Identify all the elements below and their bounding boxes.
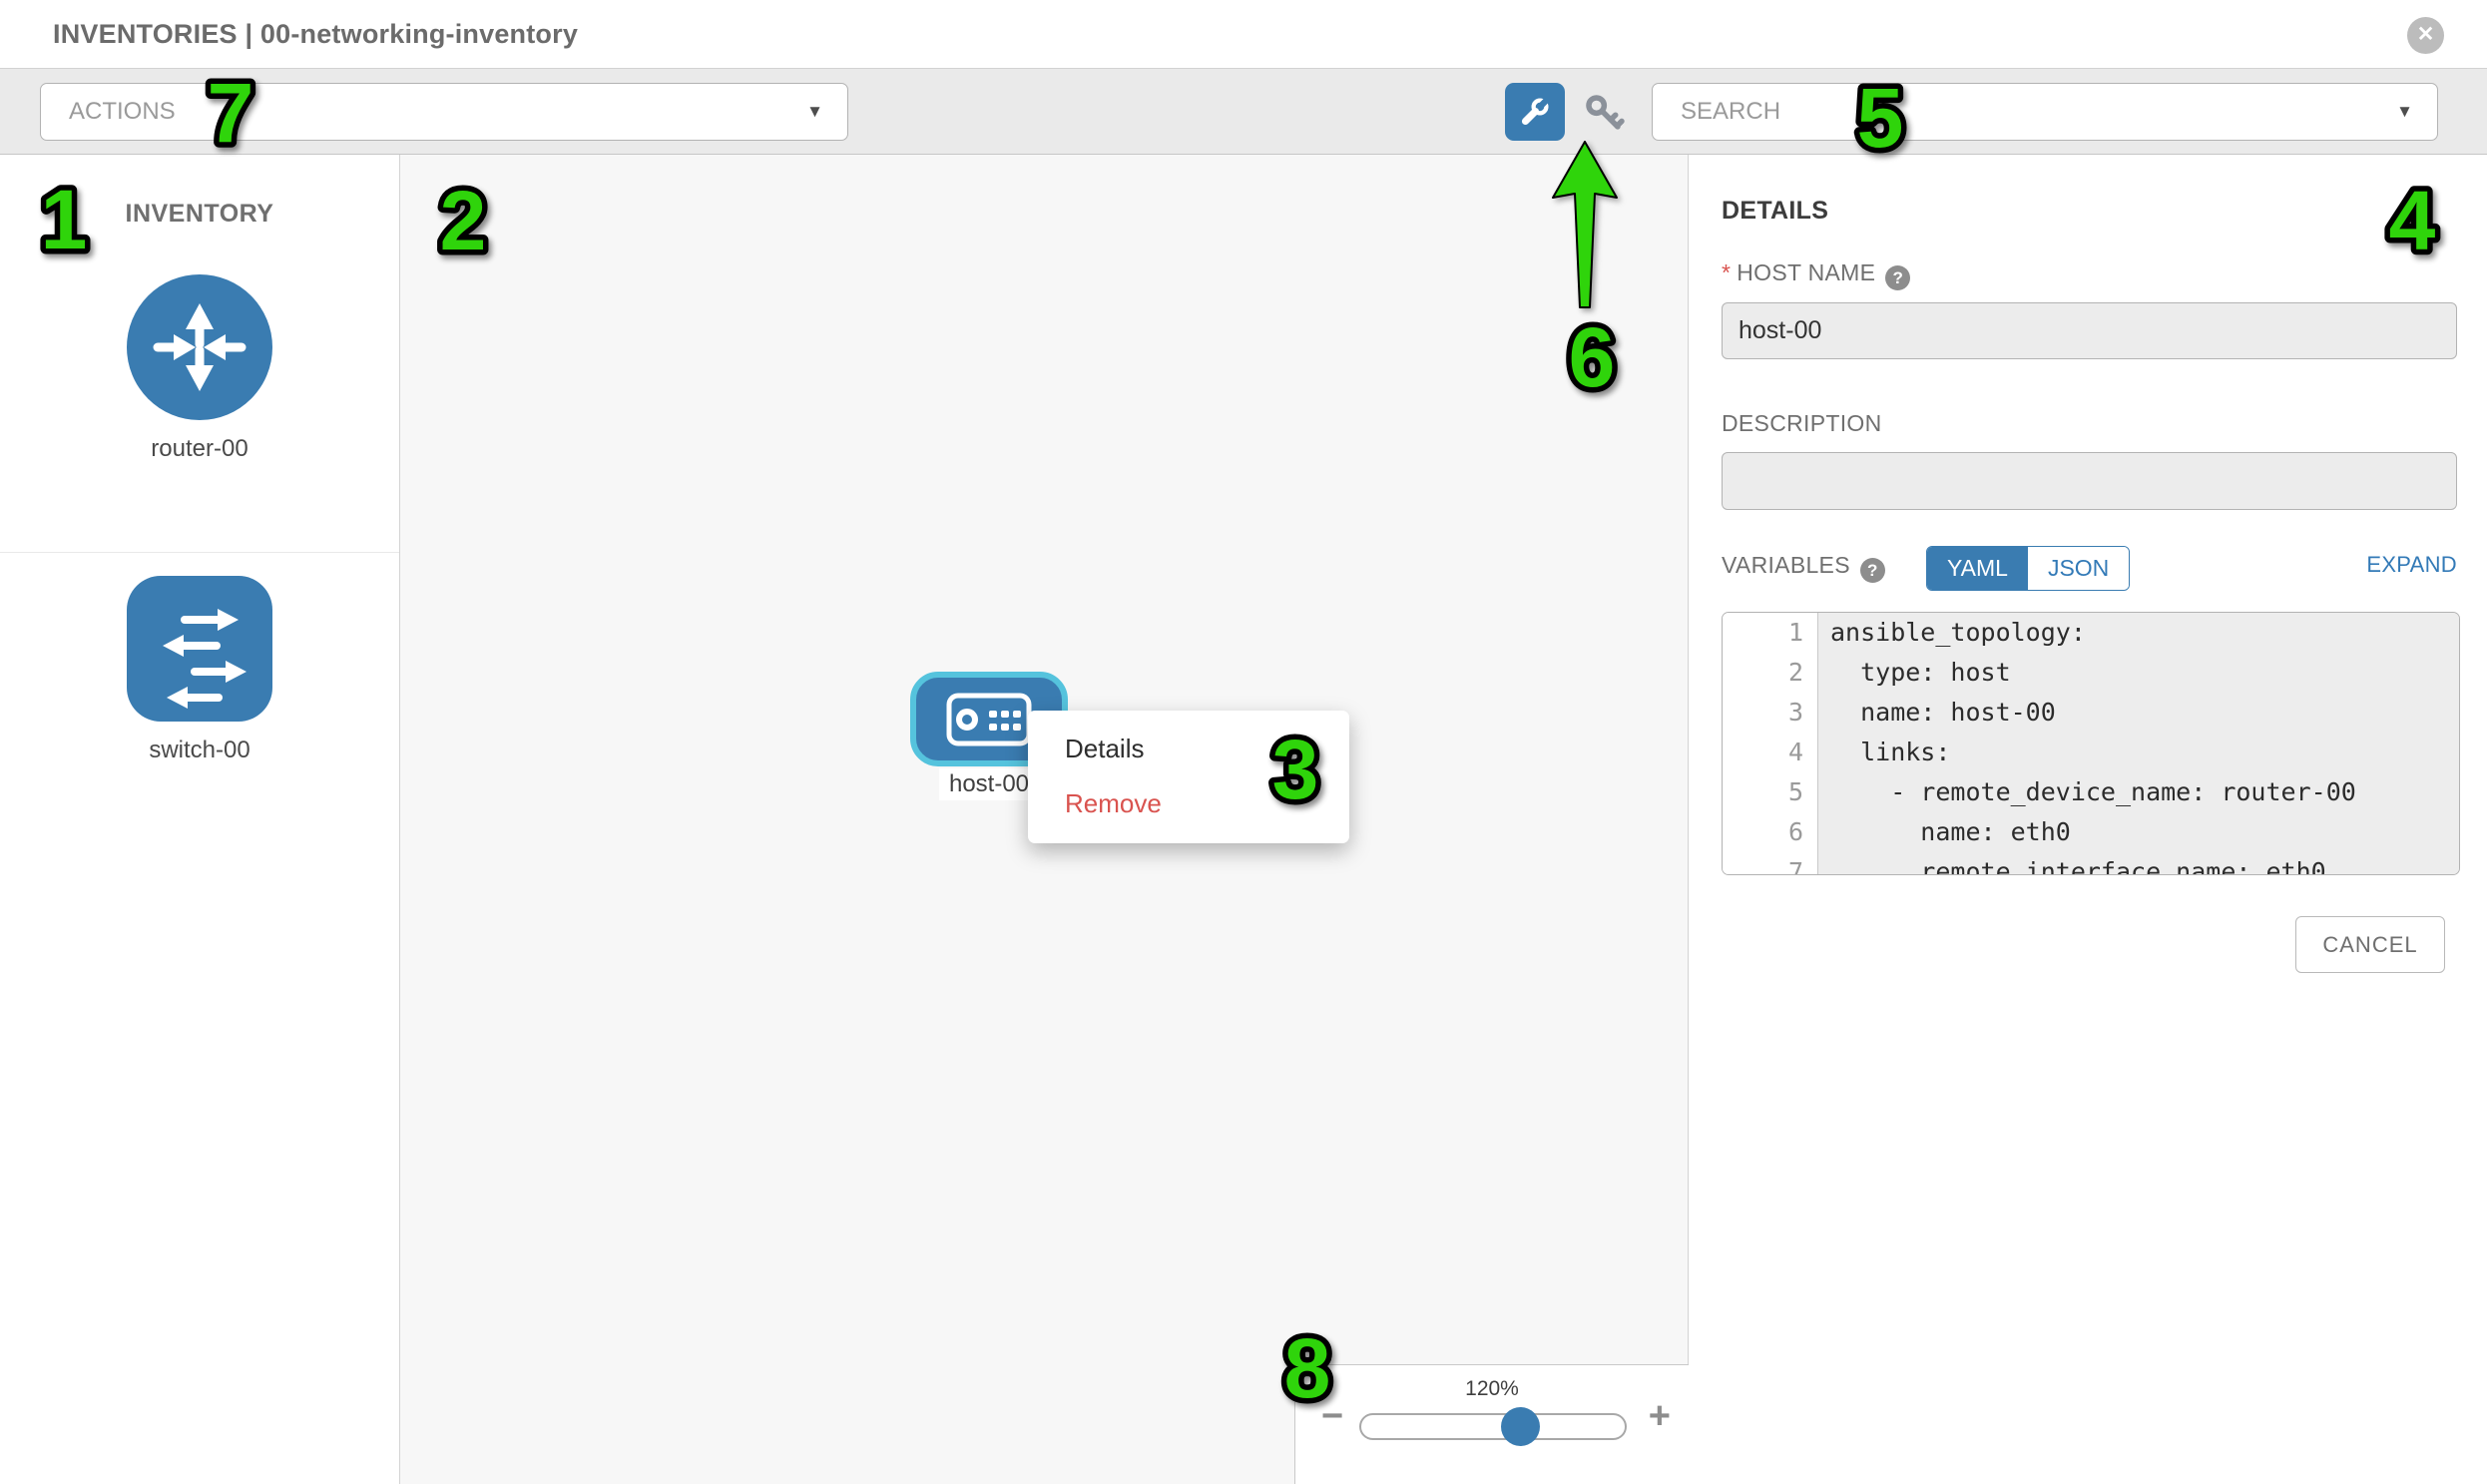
close-icon: ✕ [2416, 23, 2435, 46]
sidebar-divider [0, 552, 399, 553]
zoom-out-button[interactable]: − [1321, 1395, 1344, 1437]
palette-item-router[interactable]: router-00 [125, 272, 274, 463]
yaml-toggle-button[interactable]: YAML [1927, 547, 2028, 590]
code-line-number: 3 [1723, 693, 1818, 733]
context-menu-item[interactable]: Details [1065, 734, 1145, 763]
code-line-number: 7 [1723, 852, 1818, 874]
code-line-number: 4 [1723, 733, 1818, 772]
zoom-control-panel: 120% − + [1294, 1364, 1689, 1484]
code-line-text: type: host [1818, 653, 2459, 693]
code-line: 2 type: host [1723, 653, 2459, 693]
description-input[interactable] [1722, 452, 2457, 510]
close-button[interactable]: ✕ [2407, 17, 2444, 54]
topology-canvas[interactable]: host-00 Details Remove 120% − + [400, 155, 1689, 1484]
toolbar: ACTIONS ▼ SEARCH [0, 68, 2487, 155]
sidebar-title: INVENTORY [125, 200, 274, 228]
palette-item-label: switch-00 [149, 737, 250, 763]
code-line-number: 5 [1723, 772, 1818, 812]
chevron-down-icon: ▼ [806, 102, 823, 121]
code-line-number: 1 [1723, 613, 1818, 653]
code-line-number: 2 [1723, 653, 1818, 693]
required-asterisk: * [1722, 259, 1732, 285]
code-line: 5 - remote_device_name: router-00 [1723, 772, 2459, 812]
code-line-text: name: eth0 [1818, 812, 2459, 852]
code-line-text: - remote_device_name: router-00 [1818, 772, 2459, 812]
code-line: 3 name: host-00 [1723, 693, 2459, 733]
details-panel: DETAILS *HOST NAME? DESCRIPTION VARIABLE… [1690, 155, 2487, 1484]
host-node-label: host-00 [938, 768, 1040, 800]
host-icon [946, 693, 1032, 745]
node-context-menu: Details Remove [1028, 711, 1349, 843]
variables-label: VARIABLES? [1722, 552, 1885, 583]
context-menu-item[interactable]: Remove [1065, 788, 1162, 818]
code-line: 7 remote_interface_name: eth0 [1723, 852, 2459, 874]
search-placeholder: SEARCH [1681, 98, 1781, 125]
zoom-in-button[interactable]: + [1648, 1395, 1671, 1437]
inventory-sidebar: INVENTORY router-00 [0, 155, 400, 1484]
code-line-text: remote_interface_name: eth0 [1818, 852, 2459, 874]
wrench-icon [1521, 97, 1550, 126]
palette-item-switch[interactable]: switch-00 [125, 574, 274, 764]
variables-format-toggle: YAML JSON [1926, 546, 2131, 591]
code-line: 4 links: [1723, 733, 2459, 772]
zoom-slider[interactable] [1359, 1407, 1627, 1446]
expand-link[interactable]: EXPAND [2366, 552, 2457, 577]
code-line-text: ansible_topology: [1818, 613, 2459, 653]
credentials-key-button[interactable] [1579, 88, 1629, 138]
actions-dropdown-placeholder: ACTIONS [69, 98, 176, 125]
help-icon[interactable]: ? [1859, 558, 1885, 583]
code-line: 6 name: eth0 [1723, 812, 2459, 852]
page-title: INVENTORIES | 00-networking-inventory [53, 19, 579, 49]
code-line: 1 ansible_topology: [1723, 613, 2459, 653]
host-name-label: * HOST NAME? [1722, 259, 1911, 290]
key-icon [1586, 95, 1625, 130]
code-line-text: name: host-00 [1818, 693, 2459, 733]
host-name-input[interactable] [1722, 302, 2457, 359]
header-bar: INVENTORIES | 00-networking-inventory ✕ [0, 0, 2487, 68]
switch-icon [127, 576, 272, 722]
chevron-down-icon: ▼ [2396, 102, 2413, 121]
search-dropdown[interactable]: SEARCH ▼ [1652, 83, 2438, 141]
details-panel-title: DETAILS [1722, 197, 1829, 225]
help-icon[interactable]: ? [1885, 265, 1911, 290]
variables-code-editor[interactable]: 1 ansible_topology: 2 type: host 3 name: … [1722, 612, 2460, 875]
zoom-slider-thumb[interactable] [1500, 1407, 1540, 1446]
code-line-text: links: [1818, 733, 2459, 772]
description-label: DESCRIPTION [1722, 410, 1882, 436]
zoom-level-value: 120% [1465, 1377, 1519, 1400]
code-line-number: 6 [1723, 812, 1818, 852]
json-toggle-button[interactable]: JSON [2027, 547, 2130, 590]
configure-topology-button[interactable] [1505, 83, 1565, 141]
router-icon [127, 274, 272, 420]
palette-item-label: router-00 [151, 435, 249, 462]
actions-dropdown[interactable]: ACTIONS ▼ [40, 83, 848, 141]
cancel-button[interactable]: CANCEL [2295, 916, 2445, 973]
